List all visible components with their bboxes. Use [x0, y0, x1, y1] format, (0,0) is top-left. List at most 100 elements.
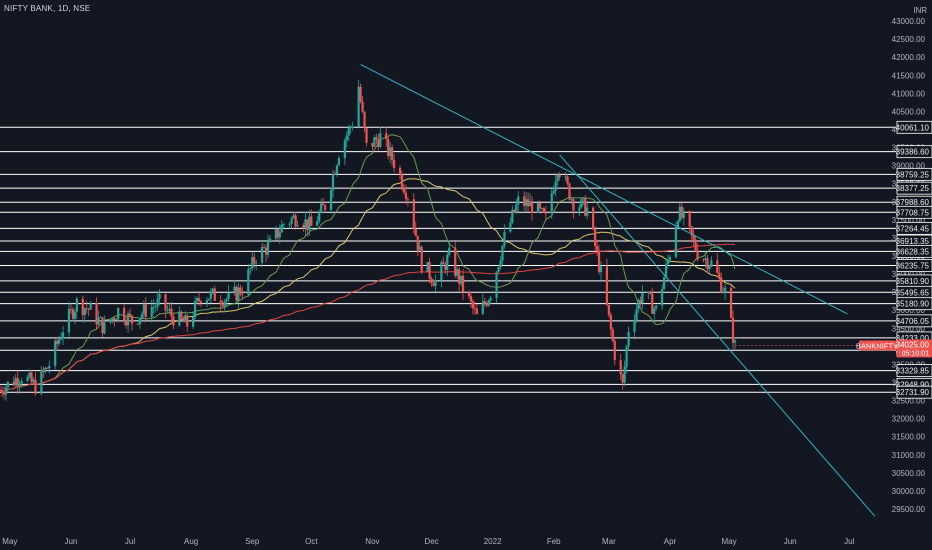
candle-body: [454, 247, 457, 276]
candle-body: [558, 174, 561, 178]
candle-body: [430, 278, 433, 284]
candle-body: [469, 296, 473, 302]
candle-body: [570, 199, 573, 200]
level-label-box: [896, 145, 932, 159]
candle-body: [674, 226, 677, 258]
level-label: 37708.75: [896, 208, 930, 217]
y-tick-label: 35000.00: [892, 306, 926, 315]
candle-body: [42, 369, 45, 372]
candle-body: [731, 317, 735, 343]
candle-body: [623, 366, 626, 383]
candle-body: [186, 315, 189, 327]
level-label: 36628.35: [896, 247, 930, 256]
candle-body: [461, 275, 465, 292]
y-tick-label: 34500.00: [892, 324, 926, 333]
candle-body: [207, 298, 210, 301]
candle-body: [89, 303, 92, 310]
candle-body: [371, 142, 374, 147]
candle-body: [385, 133, 388, 140]
candle-body: [428, 261, 431, 279]
candle-body: [696, 250, 699, 260]
level-label: 37264.45: [896, 224, 930, 233]
candle-body: [485, 303, 488, 306]
candle-body: [391, 147, 394, 160]
candle-body: [361, 101, 364, 112]
level-label: 38759.25: [896, 170, 930, 179]
candle-body: [688, 211, 691, 227]
candle-body: [724, 287, 727, 293]
last-price-box: [897, 339, 932, 358]
candle-body: [619, 360, 622, 375]
candle-body: [442, 262, 445, 264]
level-label-box: [896, 364, 932, 377]
candle-body: [268, 238, 272, 243]
candle-body: [111, 318, 114, 321]
x-tick-label: Mar: [602, 537, 616, 546]
candle-body: [513, 209, 516, 213]
candle-body: [525, 199, 528, 206]
candle-body: [211, 288, 214, 292]
candle-body: [199, 301, 203, 304]
candle-body: [499, 260, 502, 268]
candle-body: [517, 196, 520, 205]
candle-body: [109, 320, 112, 323]
candle-body: [75, 298, 78, 312]
candle-body: [682, 211, 685, 218]
candle-body: [123, 307, 126, 322]
candle-body: [85, 308, 88, 309]
candle-body: [46, 367, 49, 369]
level-label-box: [896, 297, 932, 311]
candle-body: [324, 205, 327, 211]
candle-body: [239, 287, 242, 295]
candle-body: [530, 201, 534, 213]
candle-body: [572, 199, 575, 211]
candle-body: [542, 208, 545, 213]
candle-body: [343, 140, 346, 159]
candle-body: [4, 387, 8, 395]
candle-body: [582, 198, 585, 200]
y-tick-label: 41000.00: [892, 89, 926, 98]
candle-body: [578, 207, 581, 211]
candle-body: [225, 298, 228, 302]
horizontal-levels: [0, 126, 896, 393]
candle-body: [0, 389, 4, 394]
candle-body: [235, 286, 238, 301]
level-label: 34233.00: [896, 334, 930, 343]
y-tick-label: 30500.00: [892, 469, 926, 478]
level-label-box: [896, 205, 932, 219]
level-label: 38377.25: [896, 184, 930, 193]
candle-body: [412, 199, 415, 229]
candle-body: [164, 294, 167, 311]
candle-body: [420, 246, 423, 272]
candle-body: [459, 275, 463, 284]
x-tick-label: Oct: [305, 537, 318, 546]
candle-body: [710, 260, 713, 267]
candle-body: [609, 314, 612, 330]
candle-body: [666, 259, 670, 265]
candle-body: [126, 313, 130, 326]
level-label-box: [896, 385, 932, 399]
candle-body: [168, 308, 171, 311]
candle-body: [221, 304, 224, 307]
candle-body: [95, 303, 98, 325]
candle-body: [647, 292, 650, 293]
candle-body: [331, 173, 335, 191]
candle-body: [375, 137, 378, 140]
candle-body: [501, 245, 504, 261]
candle-body: [318, 212, 321, 222]
candle-body: [523, 196, 526, 206]
candle-body: [184, 315, 187, 323]
candle-body: [418, 246, 421, 251]
candle-body: [329, 190, 333, 211]
candle-body: [247, 269, 250, 295]
x-tick-label: Sep: [245, 537, 260, 546]
level-label: 39386.60: [896, 148, 930, 157]
candle-body: [125, 321, 128, 326]
level-label-box: [896, 314, 932, 328]
candle-body: [237, 287, 240, 301]
bar-countdown: 05:10:01: [902, 350, 929, 357]
candle-body: [30, 372, 33, 383]
candle-body: [416, 235, 419, 251]
candle-body: [550, 193, 553, 214]
